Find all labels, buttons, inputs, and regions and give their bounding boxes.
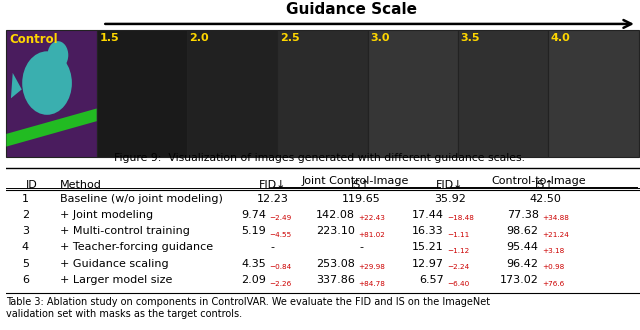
Text: −2.49: −2.49: [269, 215, 292, 221]
Text: +81.02: +81.02: [358, 232, 385, 238]
Text: +0.98: +0.98: [542, 264, 564, 270]
Text: 12.97: 12.97: [412, 259, 444, 269]
Text: Control-to-Image: Control-to-Image: [492, 176, 586, 186]
Text: Control: Control: [10, 33, 58, 46]
Text: 1.5: 1.5: [99, 33, 119, 43]
Text: −2.24: −2.24: [447, 264, 469, 270]
Text: −1.11: −1.11: [447, 232, 469, 238]
Text: 95.44: 95.44: [507, 243, 539, 252]
Text: +76.6: +76.6: [542, 280, 564, 287]
Text: 4.0: 4.0: [551, 33, 571, 43]
Text: 98.62: 98.62: [507, 226, 539, 236]
Text: -: -: [271, 243, 275, 252]
Ellipse shape: [47, 41, 68, 69]
Text: Guidance Scale: Guidance Scale: [287, 2, 417, 16]
Text: −1.12: −1.12: [447, 248, 469, 254]
Text: validation set with masks as the target controls.: validation set with masks as the target …: [6, 309, 243, 319]
Text: -: -: [359, 243, 364, 252]
Text: FID↓: FID↓: [259, 180, 286, 190]
Text: Table 3: Ablation study on components in ControlVAR. We evaluate the FID and IS : Table 3: Ablation study on components in…: [6, 297, 490, 307]
Text: 3: 3: [22, 226, 29, 236]
Text: FID↓: FID↓: [436, 180, 463, 190]
Text: −0.84: −0.84: [269, 264, 292, 270]
Text: 15.21: 15.21: [412, 243, 444, 252]
Text: +22.43: +22.43: [358, 215, 385, 221]
Text: ID: ID: [26, 180, 37, 190]
Text: 2.09: 2.09: [241, 275, 266, 285]
Text: 253.08: 253.08: [316, 259, 355, 269]
Text: 2.5: 2.5: [280, 33, 300, 43]
Text: 96.42: 96.42: [507, 259, 539, 269]
Text: + Guidance scaling: + Guidance scaling: [60, 259, 169, 269]
Bar: [6, 30, 97, 157]
Text: 173.02: 173.02: [500, 275, 539, 285]
Text: −2.26: −2.26: [269, 280, 292, 287]
Text: + Larger model size: + Larger model size: [60, 275, 173, 285]
Text: −4.55: −4.55: [269, 232, 292, 238]
Polygon shape: [11, 73, 22, 98]
Text: 16.33: 16.33: [412, 226, 444, 236]
Text: −6.40: −6.40: [447, 280, 469, 287]
Text: 4.35: 4.35: [241, 259, 266, 269]
FancyArrowPatch shape: [105, 20, 631, 28]
Text: 2: 2: [22, 210, 29, 220]
Text: +21.24: +21.24: [542, 232, 569, 238]
Text: +3.18: +3.18: [542, 248, 564, 254]
Bar: [97, 30, 187, 157]
Text: IS↑: IS↑: [351, 180, 371, 190]
Text: 5: 5: [22, 259, 29, 269]
Bar: [368, 30, 458, 157]
Text: +29.98: +29.98: [358, 264, 385, 270]
Text: 12.23: 12.23: [257, 194, 289, 204]
Text: 42.50: 42.50: [529, 194, 561, 204]
Bar: [458, 30, 548, 157]
Text: 9.74: 9.74: [241, 210, 266, 220]
Text: 77.38: 77.38: [507, 210, 539, 220]
Text: 6.57: 6.57: [419, 275, 444, 285]
Bar: [277, 30, 368, 157]
Text: + Teacher-forcing guidance: + Teacher-forcing guidance: [60, 243, 213, 252]
Text: 17.44: 17.44: [412, 210, 444, 220]
Text: Figure 9:  Visualization of images generated with different guidance scales.: Figure 9: Visualization of images genera…: [115, 153, 525, 163]
Text: 337.86: 337.86: [316, 275, 355, 285]
Text: −18.48: −18.48: [447, 215, 474, 221]
Ellipse shape: [22, 51, 72, 115]
Text: +34.88: +34.88: [542, 215, 569, 221]
Text: 119.65: 119.65: [342, 194, 381, 204]
Text: + Joint modeling: + Joint modeling: [60, 210, 154, 220]
Text: 35.92: 35.92: [434, 194, 466, 204]
Text: 3.5: 3.5: [461, 33, 480, 43]
Text: + Multi-control training: + Multi-control training: [60, 226, 190, 236]
Text: 223.10: 223.10: [316, 226, 355, 236]
Polygon shape: [6, 109, 97, 147]
Text: Method: Method: [60, 180, 102, 190]
Text: 5.19: 5.19: [241, 226, 266, 236]
Text: 2.0: 2.0: [189, 33, 209, 43]
Text: 142.08: 142.08: [316, 210, 355, 220]
Bar: [548, 30, 639, 157]
Text: +84.78: +84.78: [358, 280, 385, 287]
Text: 1: 1: [22, 194, 29, 204]
Text: 3.0: 3.0: [371, 33, 390, 43]
Bar: [187, 30, 277, 157]
Text: 4: 4: [22, 243, 29, 252]
Text: 6: 6: [22, 275, 29, 285]
Text: Baseline (w/o joint modeling): Baseline (w/o joint modeling): [60, 194, 223, 204]
Text: Joint Control-Image: Joint Control-Image: [301, 176, 408, 186]
Text: IS↑: IS↑: [535, 180, 555, 190]
